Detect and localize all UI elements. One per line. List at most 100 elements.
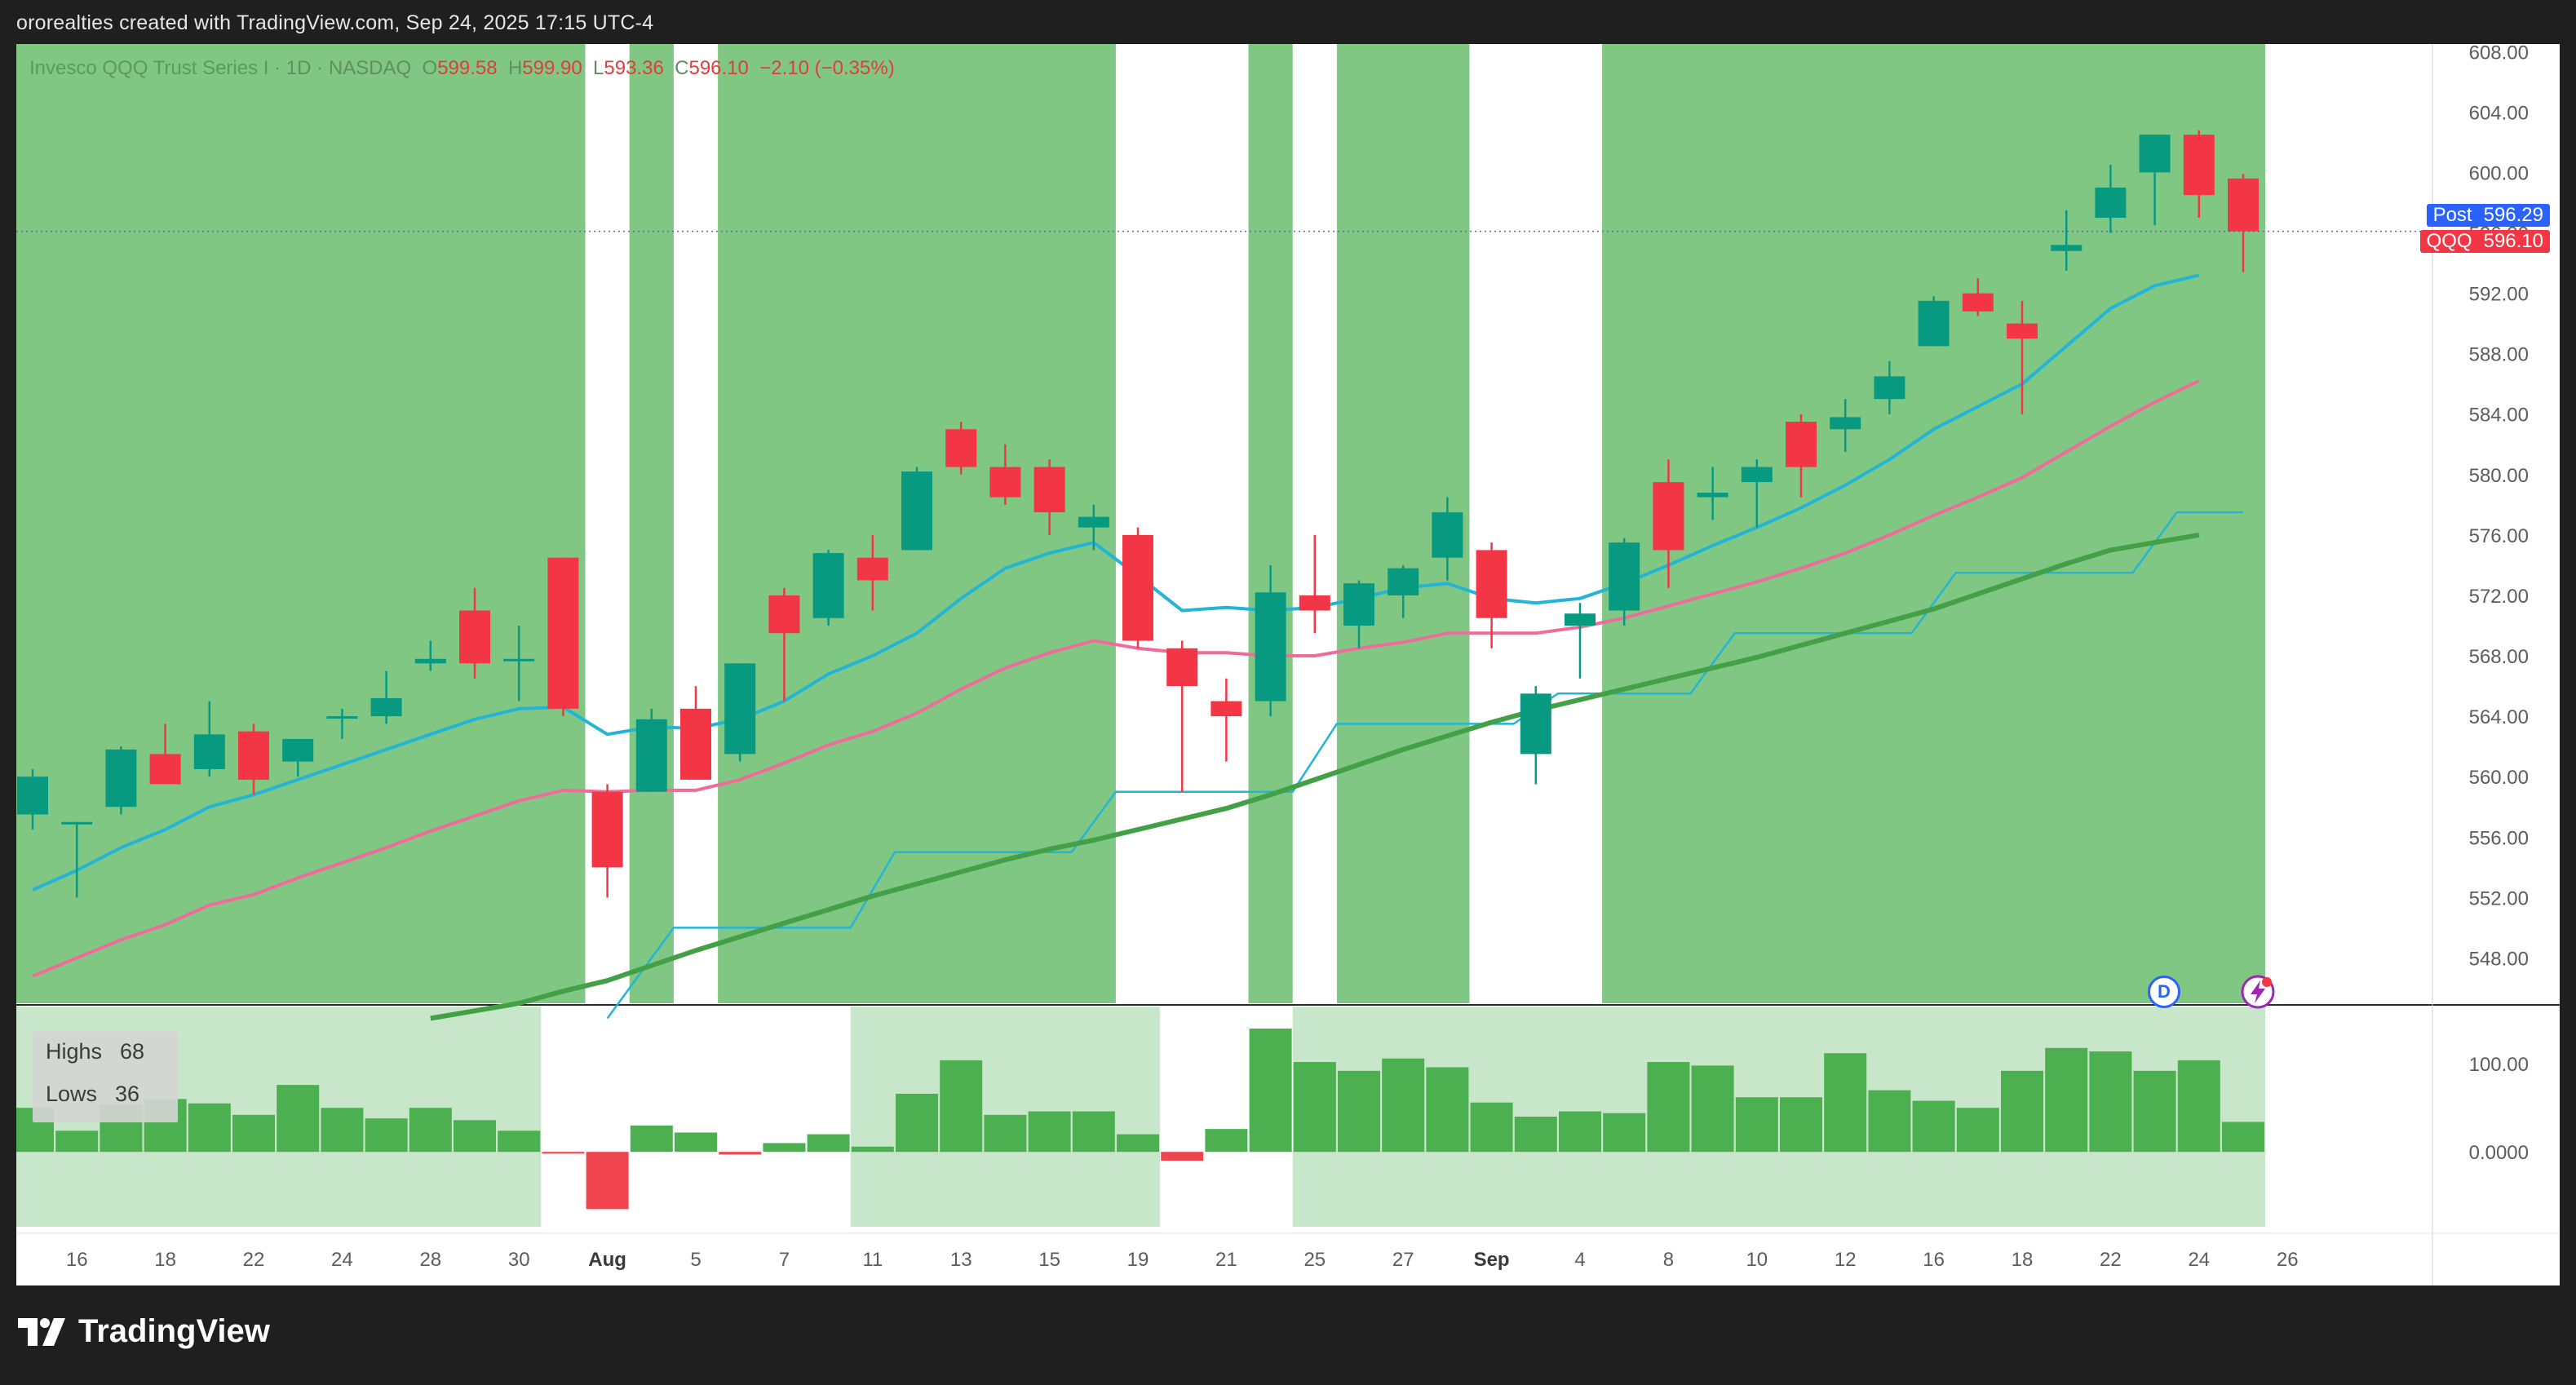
time-axis-label: 4 xyxy=(1574,1249,1585,1271)
time-axis-label: 18 xyxy=(154,1249,176,1271)
time-axis-label: 7 xyxy=(779,1249,790,1271)
breadth-histogram-bar xyxy=(586,1152,629,1210)
breadth-histogram-bar xyxy=(277,1085,320,1153)
earnings-bolt-icon[interactable] xyxy=(2240,974,2276,1010)
breadth-histogram-bar xyxy=(1956,1108,1999,1153)
candle-body xyxy=(105,749,137,808)
candle-body xyxy=(414,658,446,664)
open-label: O xyxy=(422,57,438,79)
candle-body xyxy=(1033,467,1065,513)
price-axis-label: 608.00 xyxy=(2469,44,2529,64)
breadth-histogram-bar xyxy=(1824,1053,1867,1153)
price-axis-label: 584.00 xyxy=(2469,405,2529,427)
breadth-histogram-bar xyxy=(2089,1051,2132,1153)
open-value: 599.58 xyxy=(437,57,498,79)
candle-body xyxy=(2183,135,2215,196)
highs-label: Highs xyxy=(46,1039,103,1064)
candle-body xyxy=(1476,550,1507,618)
candle-body xyxy=(326,716,358,719)
breadth-histogram-bar xyxy=(1205,1129,1248,1153)
candle-body xyxy=(1520,693,1551,754)
ema-mid-line xyxy=(32,379,2200,978)
qqq-label: QQQ xyxy=(2426,230,2472,252)
time-axis-label: Aug xyxy=(588,1249,626,1271)
time-axis-label: 25 xyxy=(1303,1249,1326,1271)
change-value: −2.10 (−0.35%) xyxy=(759,57,895,79)
neutral-regime-column xyxy=(673,44,719,1003)
price-axis-label: 576.00 xyxy=(2469,525,2529,547)
candle-body xyxy=(901,471,932,551)
time-axis-label: 15 xyxy=(1038,1249,1060,1271)
time-axis-label: 22 xyxy=(2100,1249,2122,1271)
breadth-histogram-bar xyxy=(1293,1062,1336,1153)
post-value: 596.29 xyxy=(2483,204,2543,226)
high-label: H xyxy=(507,57,523,79)
candle-body xyxy=(2139,135,2171,173)
breadth-histogram-bar xyxy=(940,1060,983,1153)
breadth-histogram-bar xyxy=(2045,1047,2088,1153)
support-step-line xyxy=(606,511,2243,1020)
candle-body xyxy=(547,557,579,709)
breadth-histogram-bar xyxy=(1735,1097,1778,1153)
sma-slow-line xyxy=(430,532,2200,1021)
time-axis-label: 24 xyxy=(331,1249,353,1271)
lows-value: 36 xyxy=(115,1082,140,1106)
breadth-histogram-bar xyxy=(2222,1122,2264,1153)
candle-body xyxy=(812,553,844,618)
neutral-regime-column xyxy=(1292,44,1337,1003)
candle-body xyxy=(1166,648,1198,687)
breadth-histogram-bar xyxy=(1249,1029,1292,1153)
symbol-legend: Invesco QQQ Trust Series I · 1D · NASDAQ… xyxy=(29,57,895,79)
candle-body xyxy=(1388,568,1419,595)
low-value: 593.36 xyxy=(604,57,664,79)
breadth-histogram-bar xyxy=(1514,1117,1557,1153)
breadth-histogram-bar xyxy=(2133,1070,2176,1153)
price-axis-label: 592.00 xyxy=(2469,284,2529,306)
time-axis-label: 24 xyxy=(2188,1249,2210,1271)
time-axis-label: Sep xyxy=(1474,1249,1510,1271)
candle-body xyxy=(1874,376,1905,400)
candle-body xyxy=(238,731,269,780)
breadth-histogram-bar xyxy=(454,1120,496,1153)
breadth-histogram-bar xyxy=(763,1143,806,1153)
candle-body xyxy=(1786,421,1817,467)
time-axis-label: 10 xyxy=(1746,1249,1768,1271)
post-label: Post xyxy=(2432,204,2472,226)
breadth-histogram-bar xyxy=(321,1108,364,1153)
price-axis-label: 604.00 xyxy=(2469,102,2529,124)
chart-frame[interactable]: 608.00604.00600.00596.00592.00588.00584.… xyxy=(16,44,2560,1285)
time-axis-label: 11 xyxy=(862,1249,883,1271)
highs-value: 68 xyxy=(120,1039,145,1064)
candle-body xyxy=(945,429,977,467)
time-axis-label: 8 xyxy=(1663,1249,1674,1271)
candle-body xyxy=(1565,613,1596,626)
breadth-histogram-bar xyxy=(542,1152,585,1154)
breadth-histogram-bar xyxy=(1161,1152,1204,1161)
candle-body xyxy=(193,734,225,769)
breadth-histogram-bar xyxy=(675,1132,717,1153)
tradingview-logo[interactable]: TradingView xyxy=(18,1313,270,1350)
breadth-histogram-bar xyxy=(1117,1134,1159,1153)
candle-body xyxy=(680,708,711,780)
price-axis-label: 600.00 xyxy=(2469,162,2529,184)
candle-body xyxy=(459,610,490,664)
candle-body xyxy=(1343,583,1374,626)
time-axis-label: 22 xyxy=(243,1249,265,1271)
chart-canvas[interactable]: 608.00604.00600.00596.00592.00588.00584.… xyxy=(16,44,2560,1285)
candle-body xyxy=(635,719,667,792)
time-axis-label: 26 xyxy=(2277,1249,2299,1271)
candle-body xyxy=(1741,467,1773,483)
candle-body xyxy=(724,663,756,754)
dividend-badge[interactable]: D xyxy=(2148,976,2180,1008)
tradingview-logo-icon xyxy=(18,1317,65,1346)
price-axis-label: 564.00 xyxy=(2469,706,2529,728)
breadth-histogram-bar xyxy=(1559,1111,1601,1153)
tradingview-brand: TradingView xyxy=(78,1313,270,1349)
price-axis-label: 560.00 xyxy=(2469,767,2529,789)
candle-body xyxy=(856,557,888,581)
candle-body xyxy=(1962,293,1994,312)
candle-body xyxy=(1211,701,1242,717)
close-value: 596.10 xyxy=(688,57,749,79)
breadth-histogram-bar xyxy=(851,1146,894,1153)
candle-body xyxy=(591,791,623,868)
